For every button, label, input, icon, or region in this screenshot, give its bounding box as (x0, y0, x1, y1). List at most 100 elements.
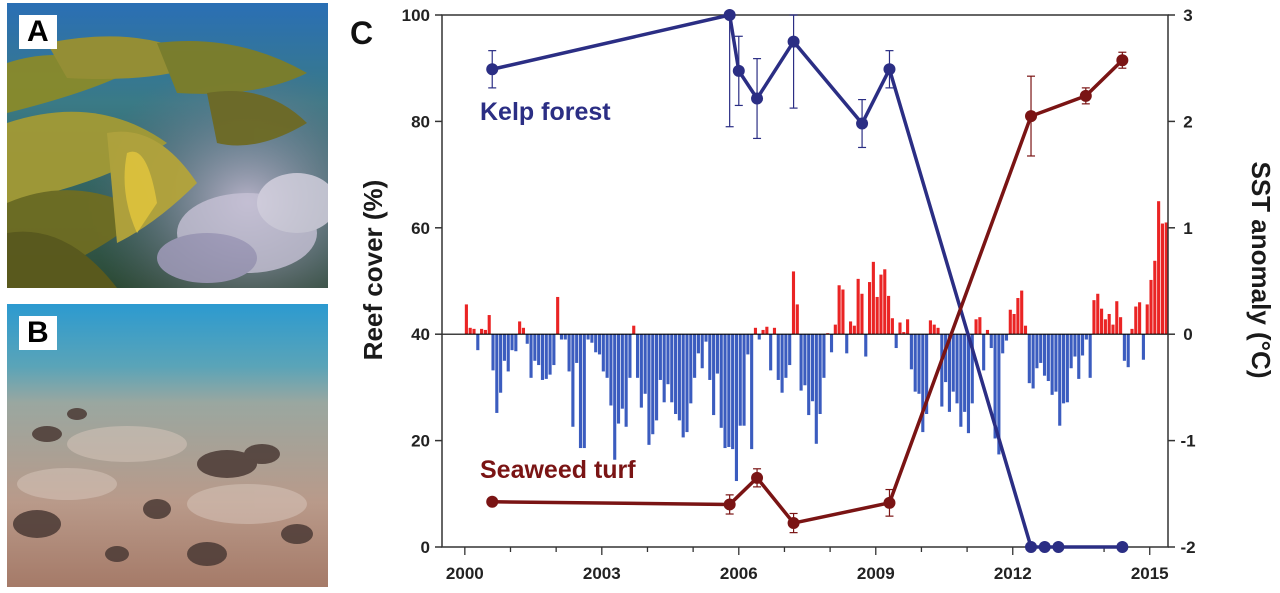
kelp-forest-point (1116, 541, 1129, 553)
sst-bar (1100, 308, 1104, 335)
sst-bar (700, 334, 704, 369)
sst-bar (1077, 334, 1081, 379)
sst-bar (586, 334, 590, 340)
sst-bar (1020, 290, 1024, 335)
sst-bar (776, 334, 780, 380)
sst-bar (499, 334, 503, 393)
sst-bar (472, 328, 476, 335)
y-axis-title: Reef cover (%) (358, 180, 388, 361)
sst-bar (753, 327, 758, 335)
sst-bar (875, 296, 879, 335)
sst-bar (689, 334, 693, 404)
sst-bar (822, 334, 826, 378)
seaweed-turf-point (1025, 110, 1038, 123)
sst-bar (1073, 334, 1077, 357)
sst-bar (529, 334, 533, 378)
sst-bar (567, 334, 571, 372)
sst-bar (913, 334, 917, 392)
sst-bar (894, 334, 898, 349)
sst-bar (487, 315, 491, 335)
sst-bar (1149, 279, 1153, 335)
x-tick-label: 2009 (857, 564, 895, 583)
sst-bar (620, 334, 624, 409)
kelp-forest-point (723, 9, 736, 21)
sst-anomaly-bars (464, 201, 1168, 482)
sst-bar (559, 334, 564, 340)
kelp-forest-point (883, 63, 896, 76)
sst-bar (662, 334, 666, 403)
sst-bar (1164, 222, 1168, 335)
sst-bar (613, 334, 617, 460)
sst-bar (1042, 334, 1047, 376)
sst-bar (982, 334, 986, 371)
sst-bar (464, 304, 468, 335)
sst-bar (887, 295, 891, 335)
sst-bar (989, 334, 993, 349)
sst-bar (1092, 300, 1096, 335)
sst-bar (803, 334, 807, 386)
sst-bar (635, 334, 640, 378)
sst-bar (537, 334, 541, 366)
sst-bar (674, 334, 678, 414)
sst-bar (544, 334, 548, 379)
sst-bar (476, 334, 480, 351)
sst-bar (761, 329, 765, 335)
sst-bar (1160, 223, 1164, 335)
sst-bar (966, 334, 971, 434)
seaweed-turf-label: Seaweed turf (480, 456, 636, 484)
sst-bar (681, 334, 685, 438)
x-tick-label: 2012 (994, 564, 1032, 583)
sst-bar (928, 320, 932, 335)
sst-bar (578, 334, 583, 449)
sst-bar (898, 322, 902, 335)
sst-bar (639, 334, 643, 408)
sst-bar (632, 325, 636, 335)
sst-bar (833, 324, 837, 335)
sst-bar (985, 329, 990, 335)
sst-bar (837, 285, 841, 335)
panel-label-b: B (19, 316, 57, 350)
sst-bar (841, 289, 845, 335)
sst-bar (1027, 334, 1031, 384)
panel-label-c: C (350, 15, 373, 51)
sst-bar (483, 329, 487, 335)
sst-bar (1035, 334, 1039, 369)
sst-bar (810, 334, 815, 402)
panel-label-a: A (19, 15, 57, 49)
sst-bar (1122, 334, 1126, 361)
sst-bar (879, 274, 883, 335)
sst-bar (727, 334, 731, 447)
sst-bar (647, 334, 651, 445)
y2-tick-label: -1 (1180, 432, 1195, 451)
sst-bar (1153, 260, 1157, 335)
sst-bar (746, 334, 750, 355)
sst-bar (780, 334, 784, 393)
y2-tick-label: 1 (1183, 219, 1192, 238)
sst-bar (932, 324, 936, 335)
sst-bar (1141, 334, 1145, 360)
sst-bar (624, 334, 628, 427)
sst-bar (1084, 334, 1088, 340)
sst-bar (1001, 334, 1005, 354)
kelp-forest-point (787, 35, 800, 48)
y-tick-label: 0 (421, 538, 430, 557)
sst-bar (944, 334, 948, 383)
sst-bar (1080, 334, 1085, 356)
sst-bar (947, 334, 951, 412)
sst-bar (765, 326, 769, 335)
y2-axis-title: SST anomaly (°C) (1246, 162, 1276, 379)
sst-bar (1096, 293, 1100, 335)
sst-bar (750, 334, 754, 450)
sst-bar (1088, 334, 1092, 378)
sst-bar (731, 334, 735, 450)
sst-bar (556, 296, 560, 335)
sst-bar (940, 334, 944, 407)
sst-bar (685, 334, 689, 433)
sst-bar (742, 334, 746, 426)
sst-bar (1107, 313, 1111, 335)
kelp-forest-point (1038, 541, 1051, 553)
x-tick-label: 2003 (583, 564, 621, 583)
sst-bar (628, 334, 632, 378)
sst-bar (917, 334, 921, 394)
sst-bar (616, 334, 621, 424)
